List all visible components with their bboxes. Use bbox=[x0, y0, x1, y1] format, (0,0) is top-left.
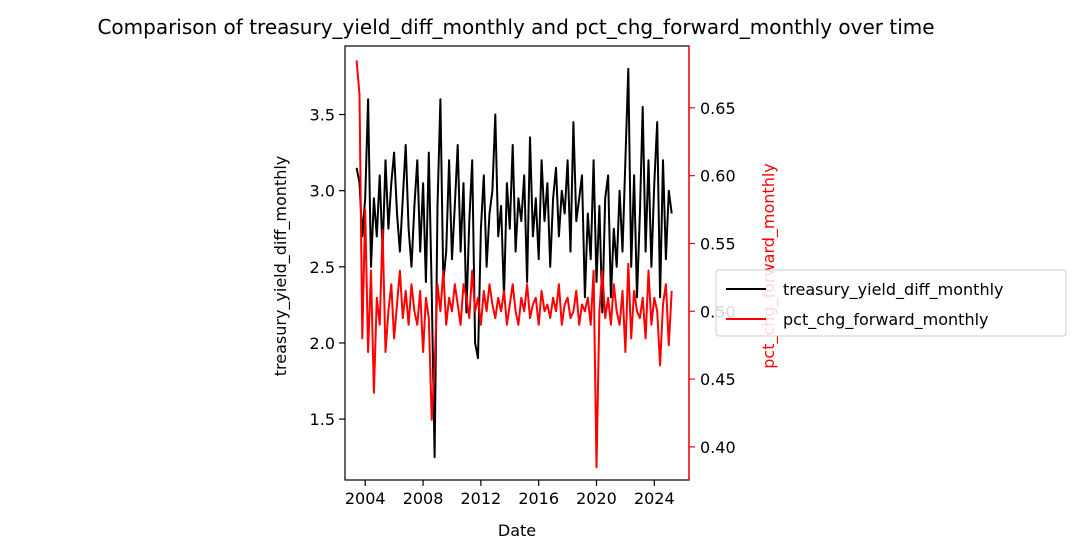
legend: treasury_yield_diff_monthly pct_chg_forw… bbox=[715, 269, 1067, 337]
x-axis-label: Date bbox=[498, 521, 536, 540]
y-left-tick-label: 3.0 bbox=[310, 182, 335, 201]
x-axis: 2004 2008 2012 2016 2020 2024 bbox=[345, 480, 675, 508]
chart-title: Comparison of treasury_yield_diff_monthl… bbox=[97, 15, 934, 39]
y-axis-right-label: pct_chg_forward_monthly bbox=[759, 163, 779, 369]
x-tick-label: 2012 bbox=[461, 489, 502, 508]
y-left-tick-label: 1.5 bbox=[310, 410, 335, 429]
series-layer bbox=[355, 60, 673, 469]
legend-box bbox=[715, 269, 1067, 337]
y-axis-left: 1.5 2.0 2.5 3.0 3.5 bbox=[310, 106, 345, 429]
x-tick-label: 2004 bbox=[345, 489, 386, 508]
series-line-0 bbox=[355, 67, 673, 459]
x-tick-label: 2016 bbox=[518, 489, 559, 508]
y-axis-left-label: treasury_yield_diff_monthly bbox=[271, 156, 291, 377]
x-tick-label: 2024 bbox=[634, 489, 675, 508]
y-right-tick-label: 0.65 bbox=[700, 99, 736, 118]
plot-area bbox=[344, 45, 690, 481]
legend-label-pct-chg: pct_chg_forward_monthly bbox=[783, 310, 989, 330]
y-right-tick-label: 0.60 bbox=[700, 167, 736, 186]
y-left-tick-label: 2.0 bbox=[310, 334, 335, 353]
legend-label-treasury: treasury_yield_diff_monthly bbox=[783, 280, 1004, 300]
x-tick-label: 2008 bbox=[403, 489, 444, 508]
y-right-tick-label: 0.45 bbox=[700, 370, 736, 389]
y-right-tick-label: 0.40 bbox=[700, 438, 736, 457]
series-line-1 bbox=[355, 60, 673, 469]
y-axis-right: 0.400.450.500.550.600.65 bbox=[689, 99, 736, 457]
y-left-tick-label: 3.5 bbox=[310, 106, 335, 125]
y-right-tick-label: 0.55 bbox=[700, 234, 736, 253]
y-left-tick-label: 2.5 bbox=[310, 258, 335, 277]
x-tick-label: 2020 bbox=[576, 489, 617, 508]
